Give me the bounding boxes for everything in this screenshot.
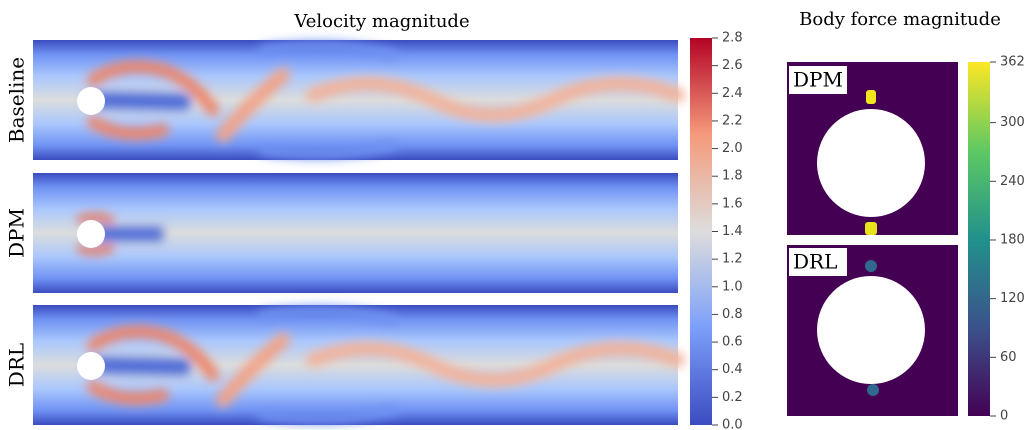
label-box [789, 248, 847, 276]
tick-label: 2.8 [722, 31, 743, 46]
tick-label: 60 [1000, 350, 1017, 365]
label-box [789, 66, 847, 94]
velocity-colorbar [690, 38, 712, 425]
body-force-title: Body force magnitude [799, 9, 1001, 30]
panel-label: DPM [793, 68, 843, 92]
panel-baseline [33, 40, 678, 160]
tick-label: 240 [1000, 174, 1025, 189]
tick-label: 1.6 [722, 196, 743, 211]
tick-label: 362 [1000, 55, 1025, 70]
row-label: Baseline [5, 57, 29, 143]
row-label: DPM [5, 208, 29, 258]
panel-label: DRL [793, 250, 837, 274]
tick-label: 0 [1000, 409, 1008, 424]
tick-label: 0.0 [722, 418, 743, 430]
tick-label: 0.4 [722, 362, 743, 377]
tick-label: 2.2 [722, 113, 743, 128]
force-colorbar [968, 62, 990, 416]
tick-label: 2.0 [722, 141, 743, 156]
panel-drl [33, 305, 678, 425]
tick-label: 180 [1000, 232, 1025, 247]
tick-label: 0.6 [722, 335, 743, 350]
tick-label: 120 [1000, 291, 1025, 306]
tick-label: 2.6 [722, 58, 743, 73]
tick-label: 1.2 [722, 252, 743, 267]
tick-label: 2.4 [722, 86, 743, 101]
panel-dpm [33, 173, 678, 293]
tick-label: 1.8 [722, 169, 743, 184]
tick-label: 1.4 [722, 224, 743, 239]
tick-label: 300 [1000, 115, 1025, 130]
velocity-title: Velocity magnitude [293, 11, 469, 32]
tick-label: 1.0 [722, 279, 743, 294]
tick-label: 0.8 [722, 307, 743, 322]
tick-label: 0.2 [722, 390, 743, 405]
row-label: DRL [5, 343, 29, 387]
